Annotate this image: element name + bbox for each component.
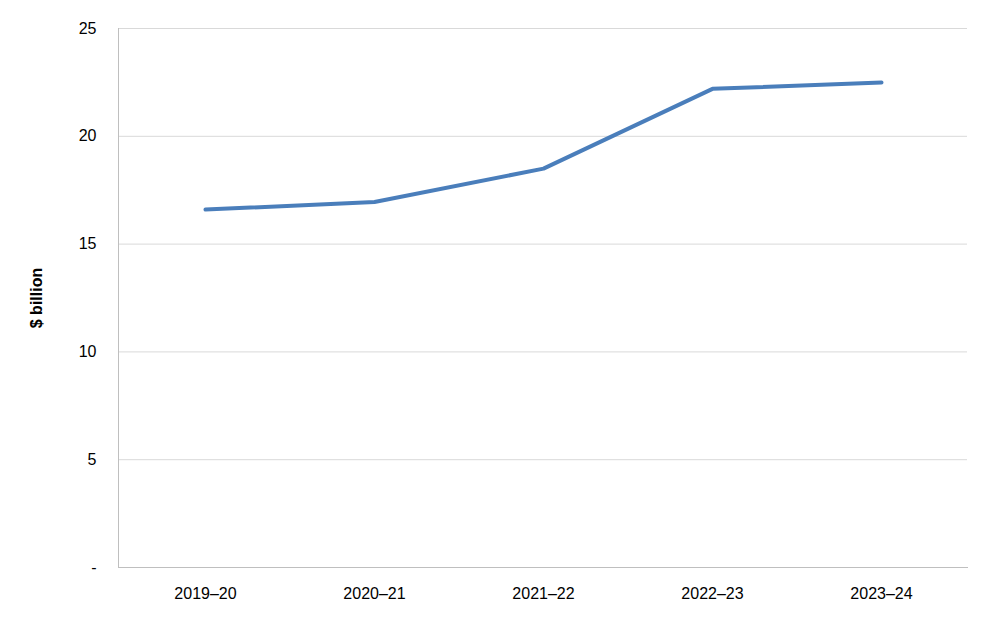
svg-text:2019–20: 2019–20 — [174, 585, 236, 602]
svg-text:25: 25 — [79, 20, 97, 37]
svg-text:2021–22: 2021–22 — [512, 585, 574, 602]
svg-text:15: 15 — [79, 235, 97, 252]
svg-text:2020–21: 2020–21 — [343, 585, 405, 602]
svg-text:10: 10 — [79, 343, 97, 360]
svg-text:2023–24: 2023–24 — [850, 585, 912, 602]
svg-text:-: - — [91, 559, 96, 576]
svg-text:2022–23: 2022–23 — [681, 585, 743, 602]
svg-text:$ billion: $ billion — [28, 268, 45, 328]
svg-text:20: 20 — [79, 127, 97, 144]
svg-text:5: 5 — [88, 451, 97, 468]
